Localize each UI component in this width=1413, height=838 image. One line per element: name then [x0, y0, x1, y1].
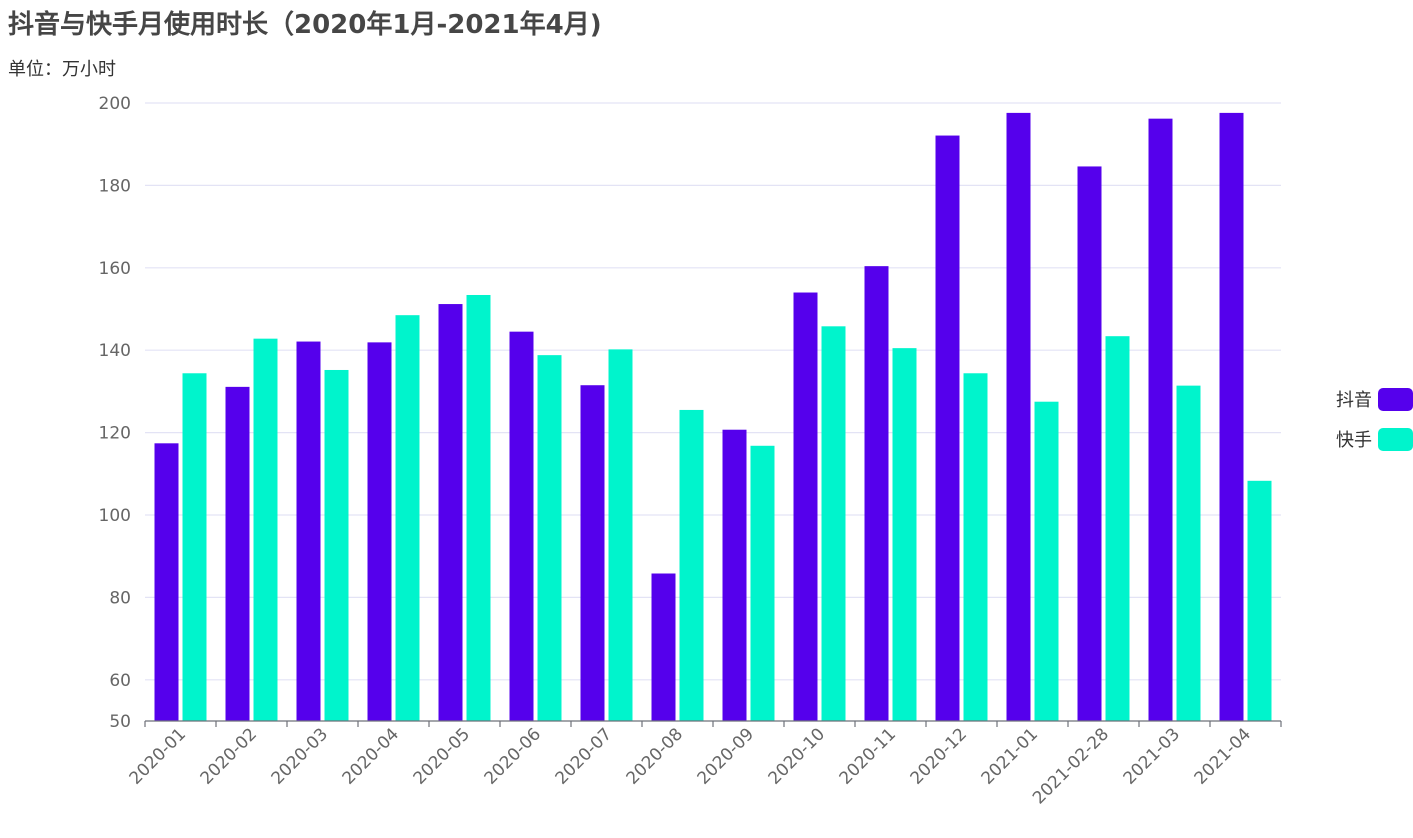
bar-douyin	[438, 304, 463, 721]
bar-douyin	[793, 292, 818, 721]
legend-label: 抖音	[1336, 390, 1372, 411]
bar-douyin	[367, 342, 392, 721]
bar-douyin	[1148, 118, 1173, 721]
x-tick-label: 2020-03	[268, 724, 332, 788]
chart-title: 抖音与快手月使用时长（2020年1月-2021年4月)	[8, 10, 602, 40]
x-tick-label: 2020-04	[339, 724, 403, 788]
y-tick-label: 120	[99, 424, 131, 444]
bar-kuaishou	[963, 373, 988, 721]
bar-kuaishou	[679, 409, 704, 721]
x-tick-label: 2020-05	[410, 724, 474, 788]
legend-swatch	[1378, 388, 1413, 411]
x-tick-label: 2020-01	[126, 724, 190, 788]
bar-kuaishou	[182, 373, 207, 721]
y-tick-label: 60	[109, 671, 131, 691]
bar-douyin	[1077, 166, 1102, 721]
bar-kuaishou	[1176, 385, 1201, 721]
y-tick-label: 180	[99, 176, 131, 196]
bar-douyin	[651, 573, 676, 721]
bar-douyin	[509, 331, 534, 721]
x-tick-label: 2021-02-28	[1029, 724, 1113, 808]
bar-douyin	[296, 341, 321, 721]
bar-douyin	[225, 386, 250, 721]
x-tick-label: 2020-11	[836, 724, 900, 788]
bar-kuaishou	[1247, 480, 1272, 721]
x-tick-label: 2020-06	[481, 724, 545, 788]
y-tick-label: 200	[99, 94, 131, 114]
bar-douyin	[1006, 112, 1031, 721]
x-tick-label: 2020-12	[907, 724, 971, 788]
bar-kuaishou	[892, 348, 917, 721]
y-tick-label: 100	[99, 506, 131, 526]
x-tick-label: 2021-03	[1120, 724, 1184, 788]
bar-kuaishou	[537, 355, 562, 721]
bar-douyin	[935, 135, 960, 722]
x-tick-label: 2021-04	[1191, 724, 1255, 788]
bar-kuaishou	[466, 294, 491, 721]
bar-kuaishou	[324, 369, 349, 721]
bars	[154, 112, 1272, 722]
bar-douyin	[864, 266, 889, 721]
bar-kuaishou	[1034, 401, 1059, 721]
bar-douyin	[1219, 112, 1244, 721]
y-tick-label: 140	[99, 341, 131, 361]
legend-swatch	[1378, 428, 1413, 451]
bar-kuaishou	[253, 338, 278, 721]
x-tick-label: 2020-02	[197, 724, 261, 788]
bar-kuaishou	[395, 315, 420, 721]
chart-subtitle: 单位：万小时	[8, 59, 116, 80]
bar-kuaishou	[1105, 336, 1130, 721]
x-tick-label: 2020-10	[765, 724, 829, 788]
bar-kuaishou	[608, 349, 633, 721]
bar-douyin	[580, 385, 605, 721]
y-tick-label: 80	[109, 588, 131, 608]
y-tick-label: 50	[109, 712, 131, 732]
x-tick-label: 2021-01	[978, 724, 1042, 788]
bar-kuaishou	[821, 326, 846, 721]
x-tick-label: 2020-07	[552, 724, 616, 788]
bar-kuaishou	[750, 445, 775, 721]
x-tick-label: 2020-09	[694, 724, 758, 788]
bar-douyin	[722, 429, 747, 721]
x-tick-label: 2020-08	[623, 724, 687, 788]
legend-label: 快手	[1336, 430, 1372, 451]
y-tick-label: 160	[99, 259, 131, 279]
bar-douyin	[154, 443, 179, 721]
